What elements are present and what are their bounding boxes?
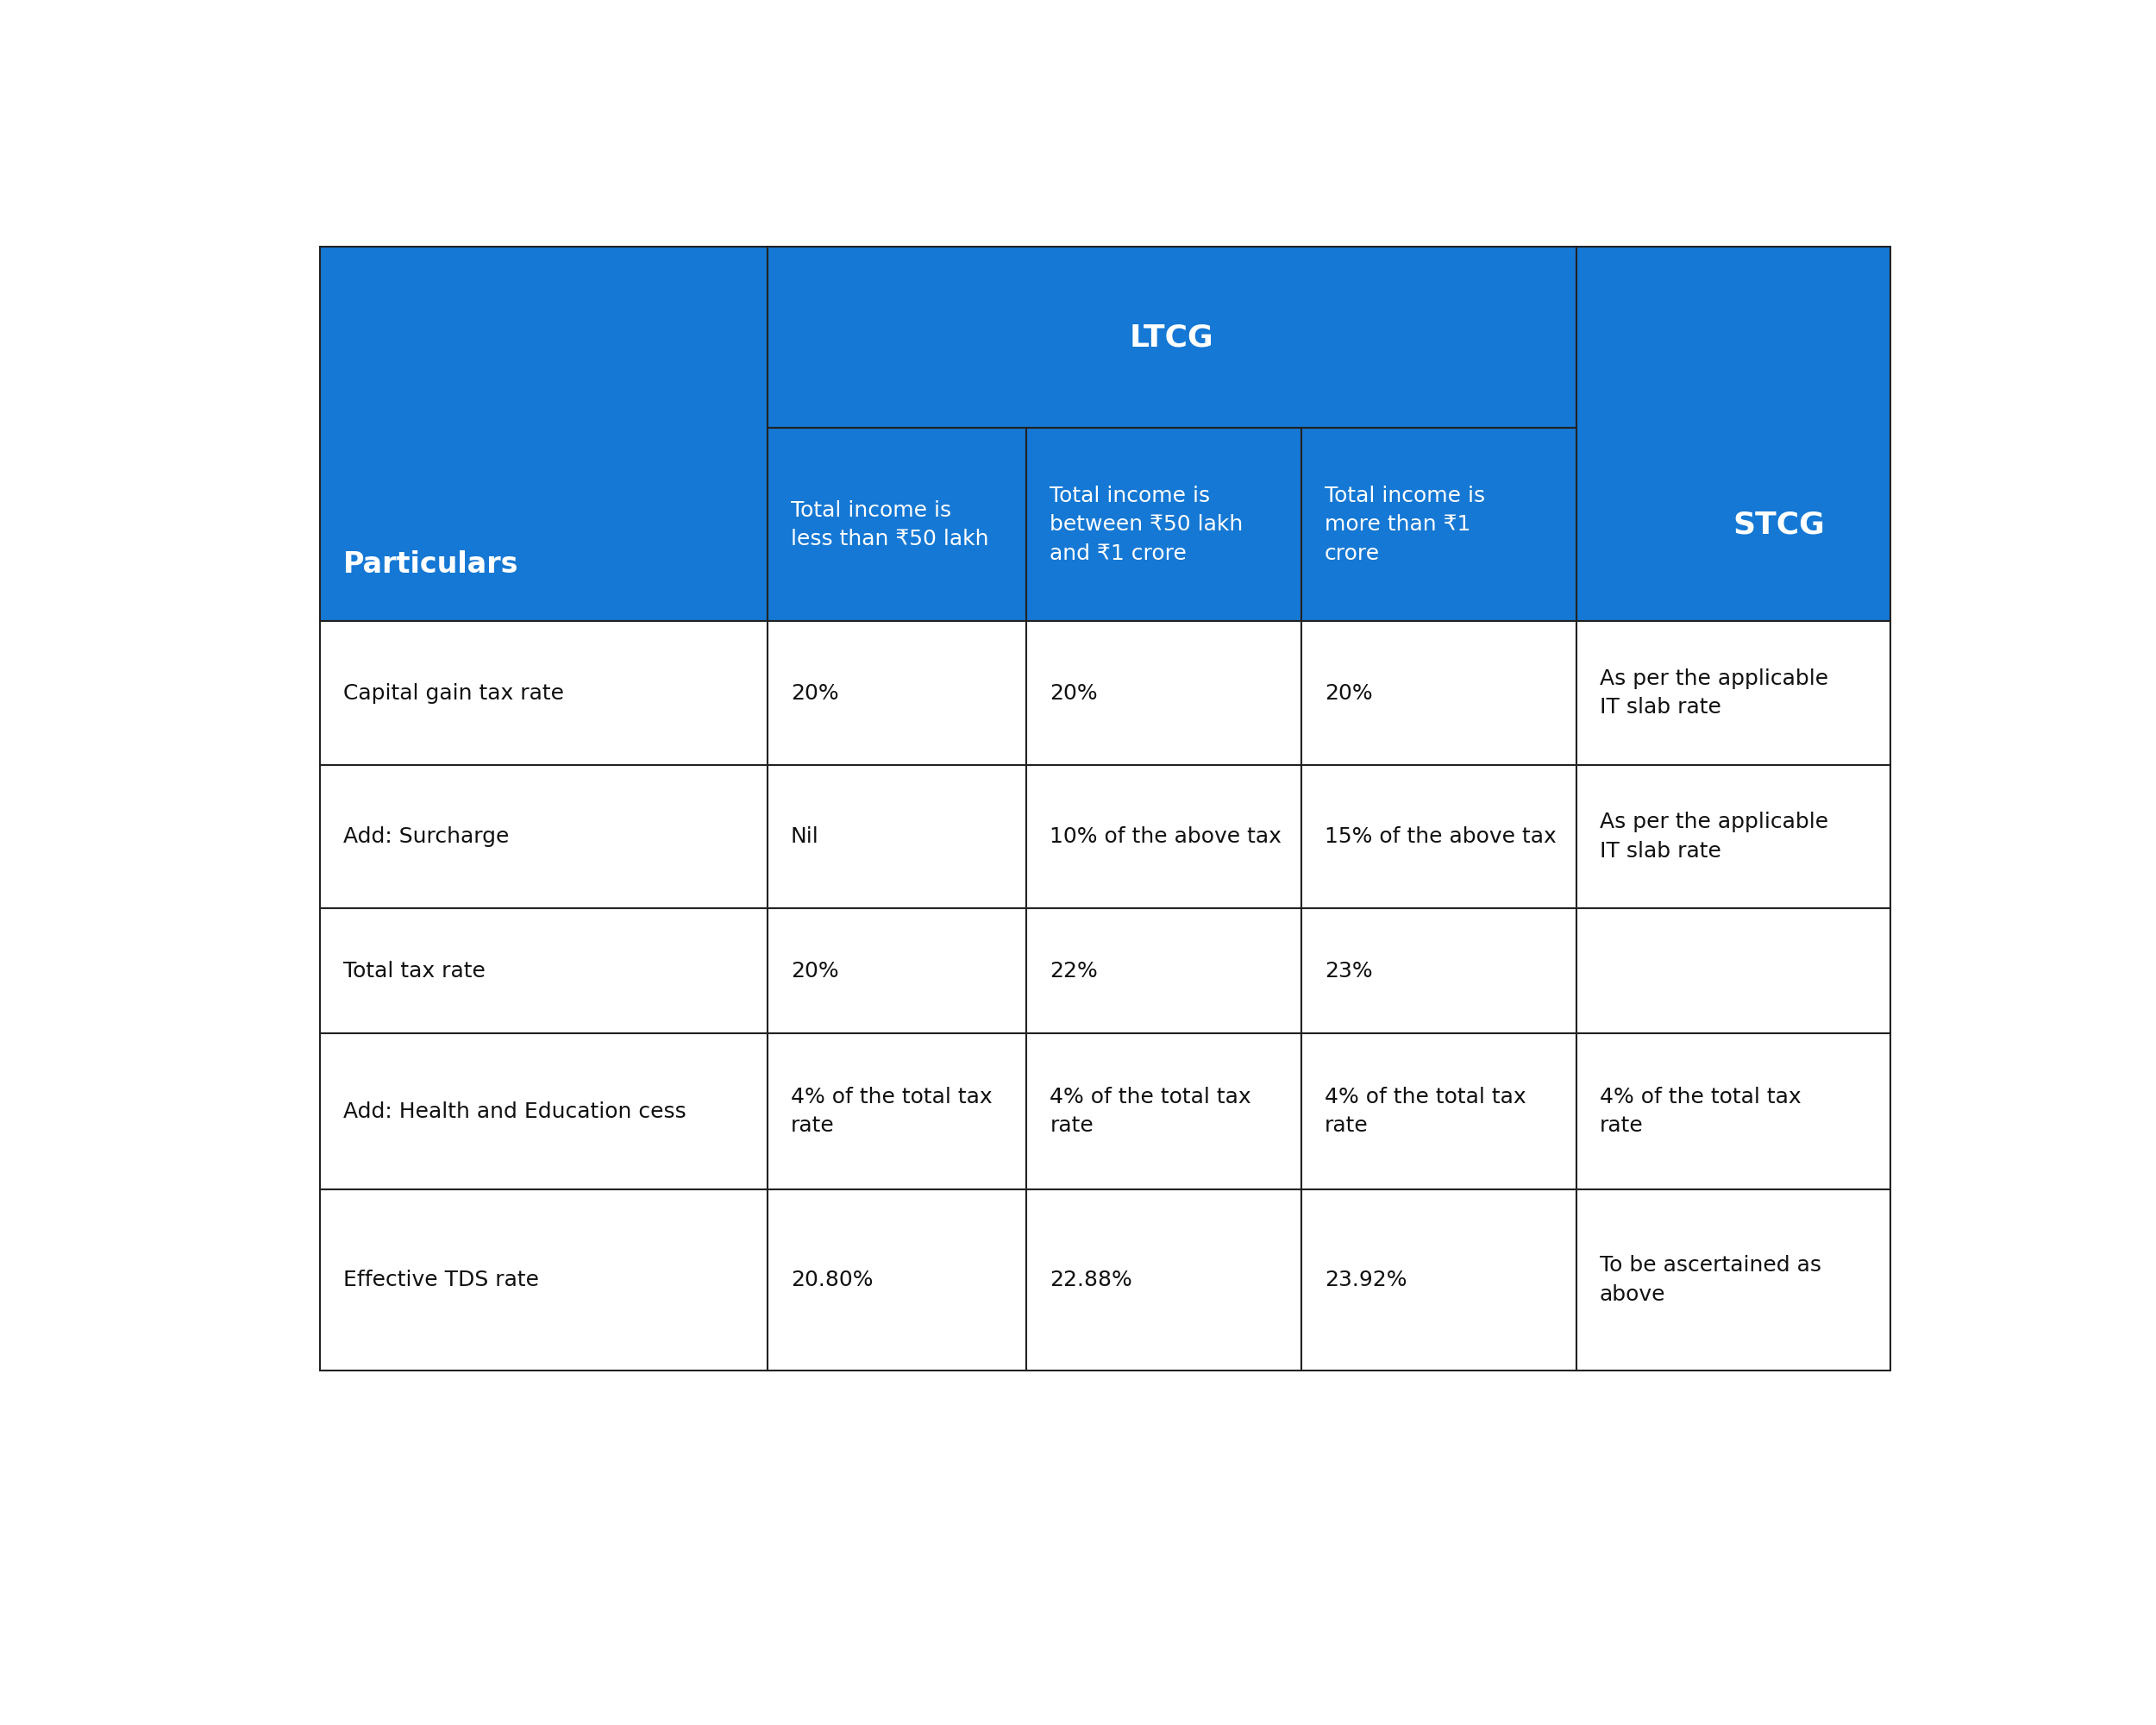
- Text: As per the applicable
IT slab rate: As per the applicable IT slab rate: [1600, 668, 1828, 718]
- Text: 15% of the above tax: 15% of the above tax: [1324, 826, 1557, 847]
- Text: 22.88%: 22.88%: [1050, 1270, 1132, 1290]
- Bar: [319, 247, 768, 621]
- Bar: [1302, 428, 1576, 621]
- Text: Add: Health and Education cess: Add: Health and Education cess: [343, 1101, 686, 1121]
- Bar: [1302, 621, 1576, 764]
- Text: STCG: STCG: [1733, 511, 1826, 540]
- Bar: [1026, 909, 1302, 1033]
- Bar: [1302, 764, 1576, 909]
- Text: Total income is
more than ₹1
crore: Total income is more than ₹1 crore: [1324, 485, 1485, 564]
- Bar: [768, 1190, 1026, 1371]
- Bar: [1026, 621, 1302, 764]
- Text: Total tax rate: Total tax rate: [343, 961, 485, 982]
- Text: Capital gain tax rate: Capital gain tax rate: [343, 683, 565, 704]
- Text: Total income is
between ₹50 lakh
and ₹1 crore: Total income is between ₹50 lakh and ₹1 …: [1050, 485, 1244, 564]
- Bar: [1576, 764, 1891, 909]
- Text: 20.80%: 20.80%: [791, 1270, 873, 1290]
- Text: 20%: 20%: [1324, 683, 1373, 704]
- Bar: [1026, 1033, 1302, 1190]
- Bar: [319, 909, 768, 1033]
- Text: 22%: 22%: [1050, 961, 1097, 982]
- Text: Add: Surcharge: Add: Surcharge: [343, 826, 509, 847]
- Bar: [768, 247, 1576, 428]
- Text: 23%: 23%: [1324, 961, 1373, 982]
- Text: 20%: 20%: [791, 683, 839, 704]
- Bar: [319, 764, 768, 909]
- Bar: [1576, 1190, 1891, 1371]
- Bar: [1576, 1033, 1891, 1190]
- Text: 4% of the total tax
rate: 4% of the total tax rate: [791, 1087, 992, 1137]
- Bar: [1026, 1190, 1302, 1371]
- Bar: [768, 764, 1026, 909]
- Bar: [1302, 1190, 1576, 1371]
- Text: 4% of the total tax
rate: 4% of the total tax rate: [1050, 1087, 1250, 1137]
- Bar: [319, 1033, 768, 1190]
- Bar: [1302, 1033, 1576, 1190]
- Text: Particulars: Particulars: [343, 550, 520, 580]
- Text: 10% of the above tax: 10% of the above tax: [1050, 826, 1281, 847]
- Text: 4% of the total tax
rate: 4% of the total tax rate: [1600, 1087, 1800, 1137]
- Bar: [1302, 909, 1576, 1033]
- Text: To be ascertained as
above: To be ascertained as above: [1600, 1256, 1822, 1304]
- Bar: [319, 1190, 768, 1371]
- Bar: [768, 909, 1026, 1033]
- Bar: [1576, 247, 1891, 621]
- Bar: [1576, 621, 1891, 764]
- Bar: [768, 428, 1026, 621]
- Text: LTCG: LTCG: [1130, 323, 1214, 352]
- Bar: [768, 1033, 1026, 1190]
- Text: Nil: Nil: [791, 826, 819, 847]
- Text: As per the applicable
IT slab rate: As per the applicable IT slab rate: [1600, 812, 1828, 861]
- Bar: [319, 621, 768, 764]
- Bar: [1576, 909, 1891, 1033]
- Text: 20%: 20%: [1050, 683, 1097, 704]
- Bar: [768, 621, 1026, 764]
- Bar: [1026, 428, 1302, 621]
- Text: 20%: 20%: [791, 961, 839, 982]
- Bar: [1026, 764, 1302, 909]
- Text: 23.92%: 23.92%: [1324, 1270, 1408, 1290]
- Text: Total income is
less than ₹50 lakh: Total income is less than ₹50 lakh: [791, 500, 990, 550]
- Text: Effective TDS rate: Effective TDS rate: [343, 1270, 539, 1290]
- Text: 4% of the total tax
rate: 4% of the total tax rate: [1324, 1087, 1526, 1137]
